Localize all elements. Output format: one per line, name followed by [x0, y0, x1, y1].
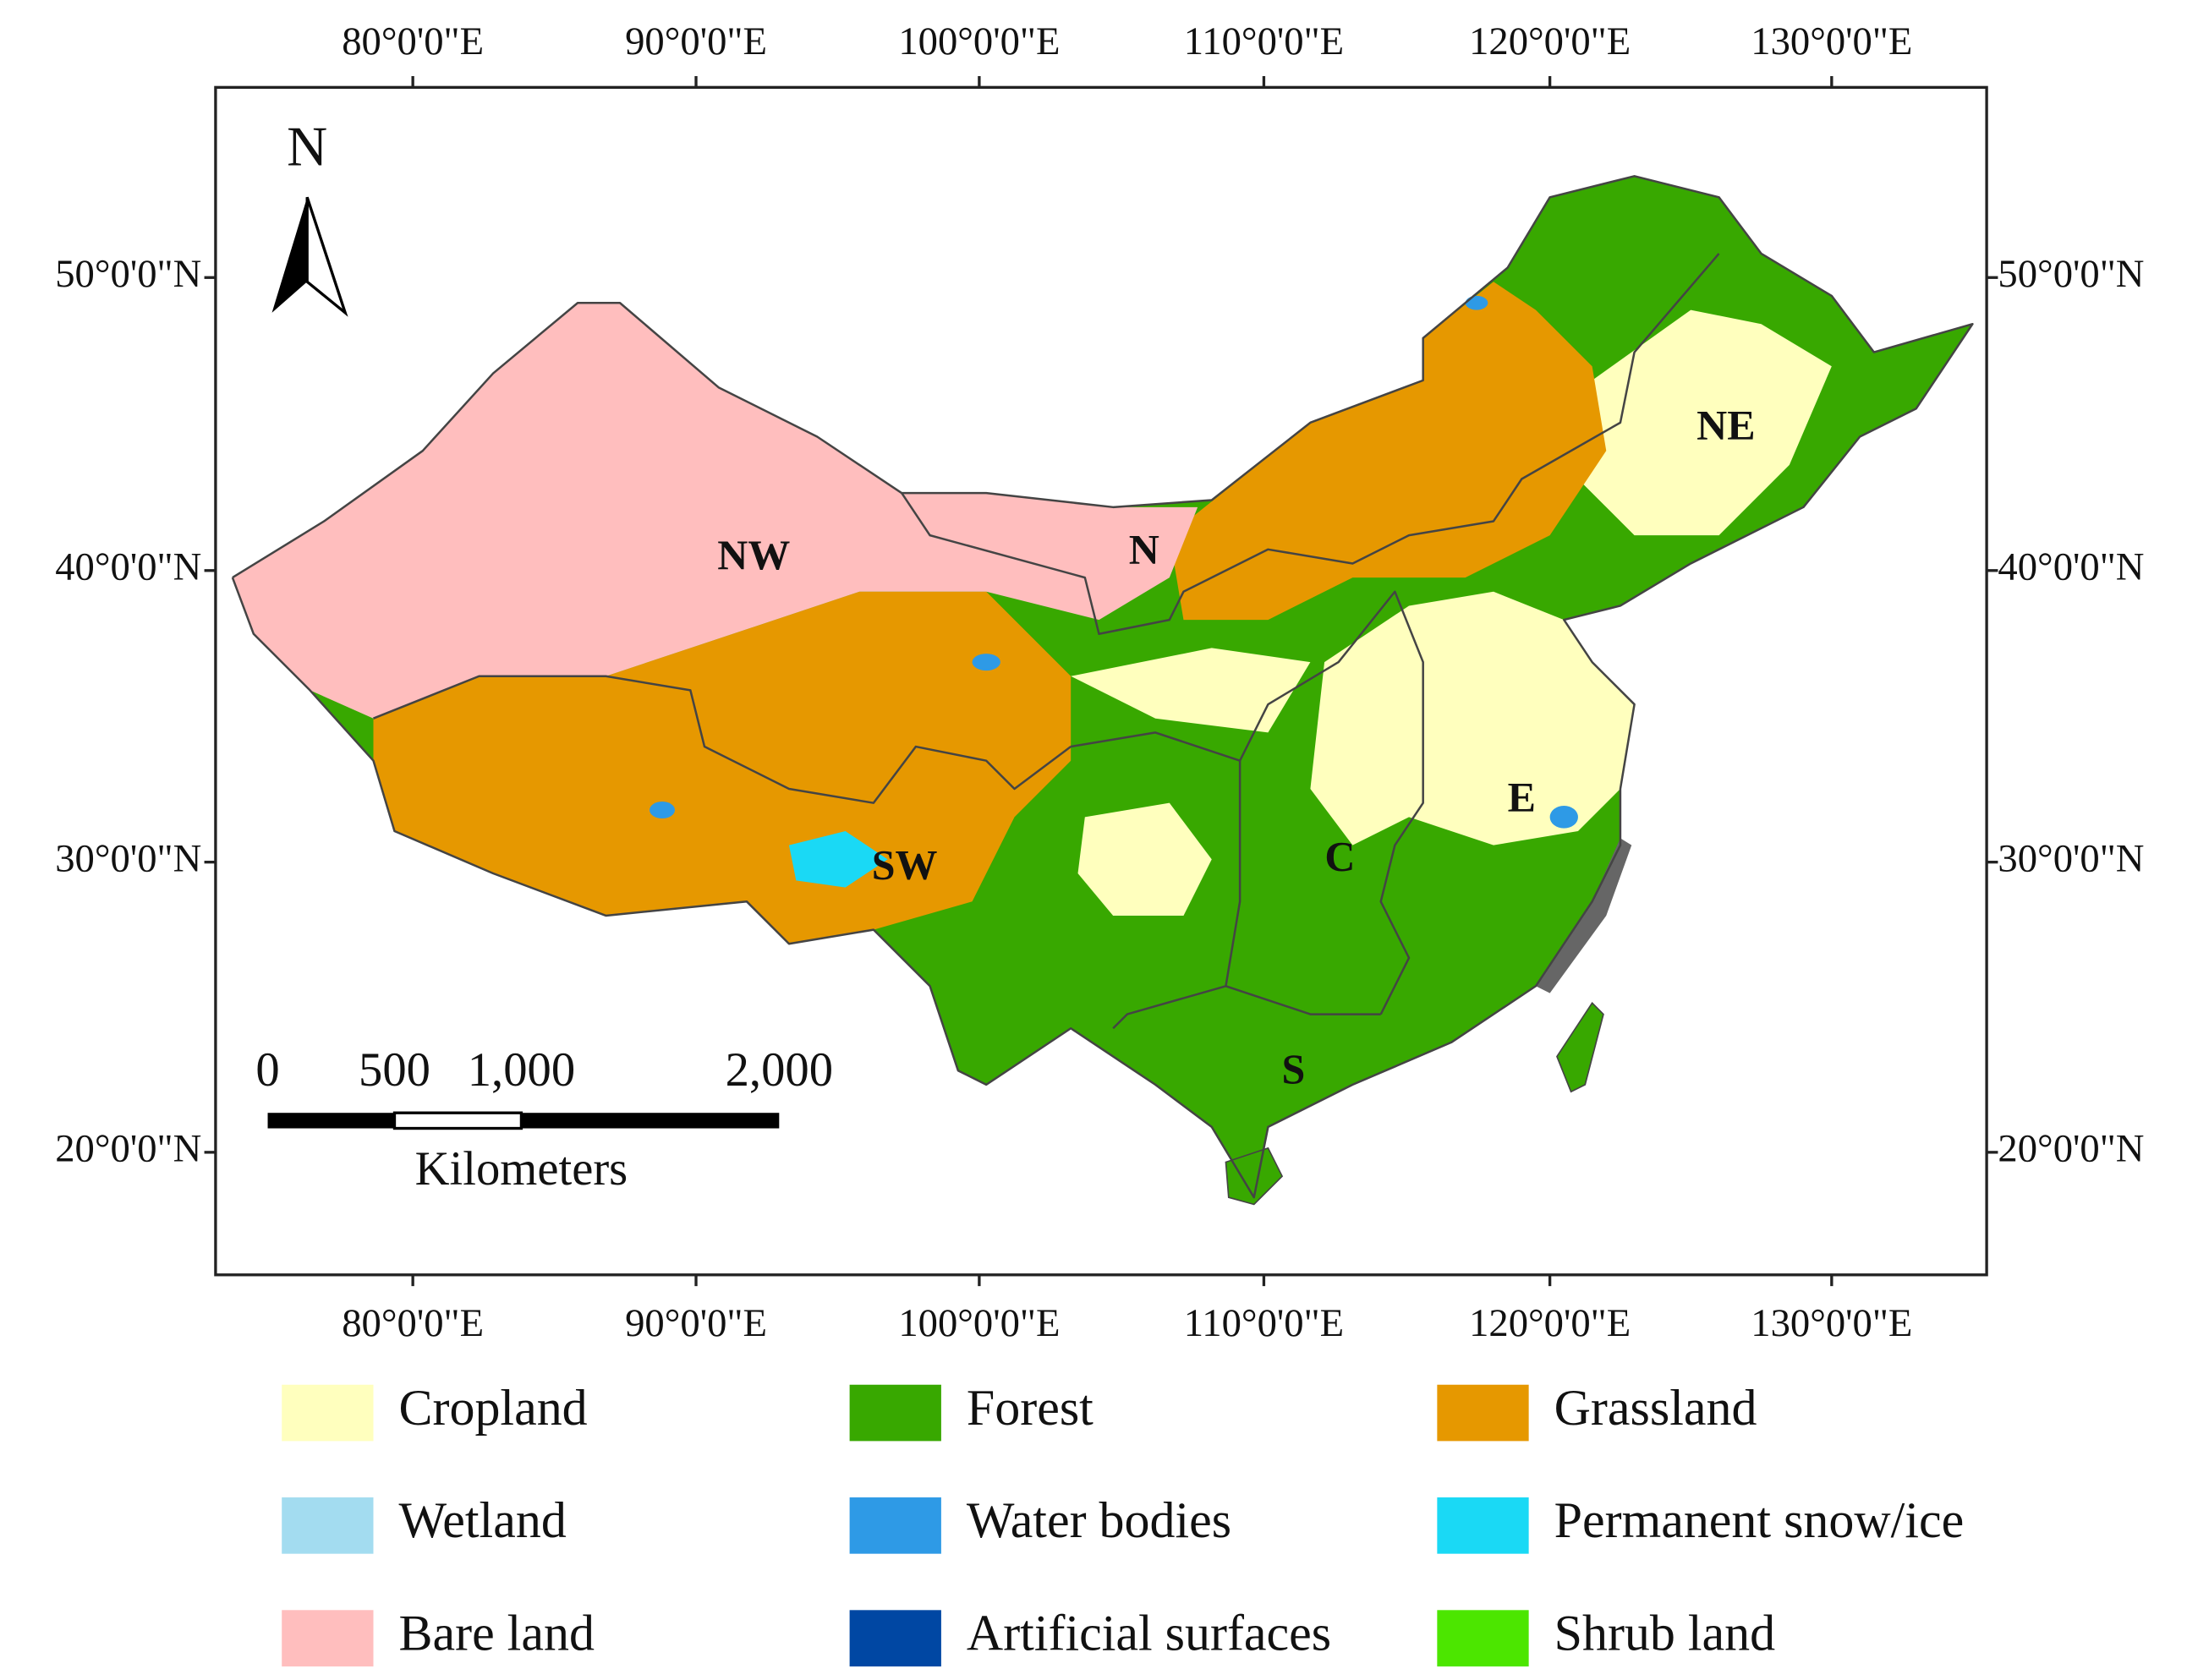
legend-swatch — [1437, 1384, 1529, 1442]
bare-land-area — [232, 303, 1198, 719]
scale-segment — [521, 1113, 780, 1129]
region-label: SW — [872, 840, 938, 888]
lon-label: 80°0'0"E — [342, 19, 484, 63]
scale-segment — [267, 1113, 395, 1129]
lon-label: 110°0'0"E — [1184, 19, 1344, 63]
legend-label: Cropland — [398, 1380, 587, 1436]
scale-label: 1,000 — [468, 1044, 575, 1097]
cropland-area — [1077, 802, 1212, 916]
lake — [972, 654, 1000, 671]
lon-label: 90°0'0"E — [625, 19, 767, 63]
lat-label: 30°0'0"N — [1998, 836, 2144, 880]
grassland-area — [1169, 282, 1607, 621]
scale-label: 0 — [255, 1044, 279, 1097]
lat-label: 50°0'0"N — [1998, 252, 2144, 296]
region-border — [373, 675, 1072, 804]
lake — [1465, 295, 1488, 310]
region-labels: NW N NE SW C E S — [717, 402, 1755, 1092]
lon-label: 90°0'0"E — [625, 1301, 767, 1345]
region-label: S — [1282, 1045, 1306, 1092]
north-arrow-right — [305, 196, 348, 317]
legend-label: Bare land — [398, 1605, 594, 1661]
region-label: C — [1324, 832, 1355, 879]
region-border — [1225, 985, 1381, 1015]
region-label: E — [1508, 773, 1536, 820]
lon-label: 120°0'0"E — [1469, 1301, 1631, 1345]
lat-label: 20°0'0"N — [1998, 1127, 2144, 1171]
lat-label: 30°0'0"N — [55, 836, 201, 880]
legend-label: Forest — [967, 1380, 1094, 1436]
scale-bar: 0 500 1,000 2,000 Kilometers — [255, 1044, 833, 1196]
scale-label: 2,000 — [726, 1044, 833, 1097]
legend-swatch — [282, 1610, 374, 1666]
legend-swatch — [849, 1497, 941, 1554]
legend-label: Permanent snow/ice — [1554, 1492, 1965, 1548]
scale-label: 500 — [359, 1044, 430, 1097]
legend-label: Grassland — [1554, 1380, 1757, 1436]
region-label: N — [1129, 525, 1159, 572]
legend-swatch — [1437, 1497, 1529, 1554]
taiwan — [1556, 1001, 1604, 1093]
lake — [1549, 806, 1578, 829]
legend-swatch — [282, 1497, 374, 1554]
lon-label: 130°0'0"E — [1751, 1301, 1912, 1345]
lat-label: 40°0'0"N — [1998, 544, 2144, 588]
lon-label: 110°0'0"E — [1184, 1301, 1344, 1345]
region-border — [231, 175, 1974, 1199]
grassland-area — [373, 591, 1072, 944]
lat-label: 40°0'0"N — [55, 544, 201, 588]
region-label: NE — [1696, 402, 1755, 449]
legend-label: Water bodies — [967, 1492, 1231, 1548]
lon-label: 100°0'0"E — [898, 1301, 1060, 1345]
region-borders — [231, 175, 1974, 1199]
region-label: NW — [717, 531, 790, 578]
lake — [650, 802, 676, 819]
lat-label: 50°0'0"N — [55, 252, 201, 296]
lat-label: 20°0'0"N — [55, 1127, 201, 1171]
north-label: N — [287, 116, 327, 178]
lon-label: 120°0'0"E — [1469, 19, 1631, 63]
legend-swatch — [849, 1610, 941, 1666]
legend-label: Wetland — [398, 1492, 566, 1548]
lon-label: 80°0'0"E — [342, 1301, 484, 1345]
lon-label: 130°0'0"E — [1751, 19, 1912, 63]
region-border — [901, 253, 1720, 636]
scale-segment — [392, 1111, 523, 1130]
legend-swatch — [282, 1384, 374, 1442]
legend-swatch — [1437, 1610, 1529, 1666]
snow-ice-area — [788, 831, 888, 888]
hainan — [1225, 1146, 1284, 1206]
scale-unit: Kilometers — [415, 1143, 628, 1196]
cropland-area — [1310, 591, 1635, 845]
legend-label: Shrub land — [1554, 1605, 1776, 1661]
legend-label: Artificial surfaces — [967, 1605, 1331, 1661]
lon-label: 100°0'0"E — [898, 19, 1060, 63]
land-cover — [232, 176, 1973, 1206]
legend-swatch — [849, 1384, 941, 1442]
cropland-area — [1577, 309, 1832, 536]
cropland-area — [1071, 648, 1311, 733]
